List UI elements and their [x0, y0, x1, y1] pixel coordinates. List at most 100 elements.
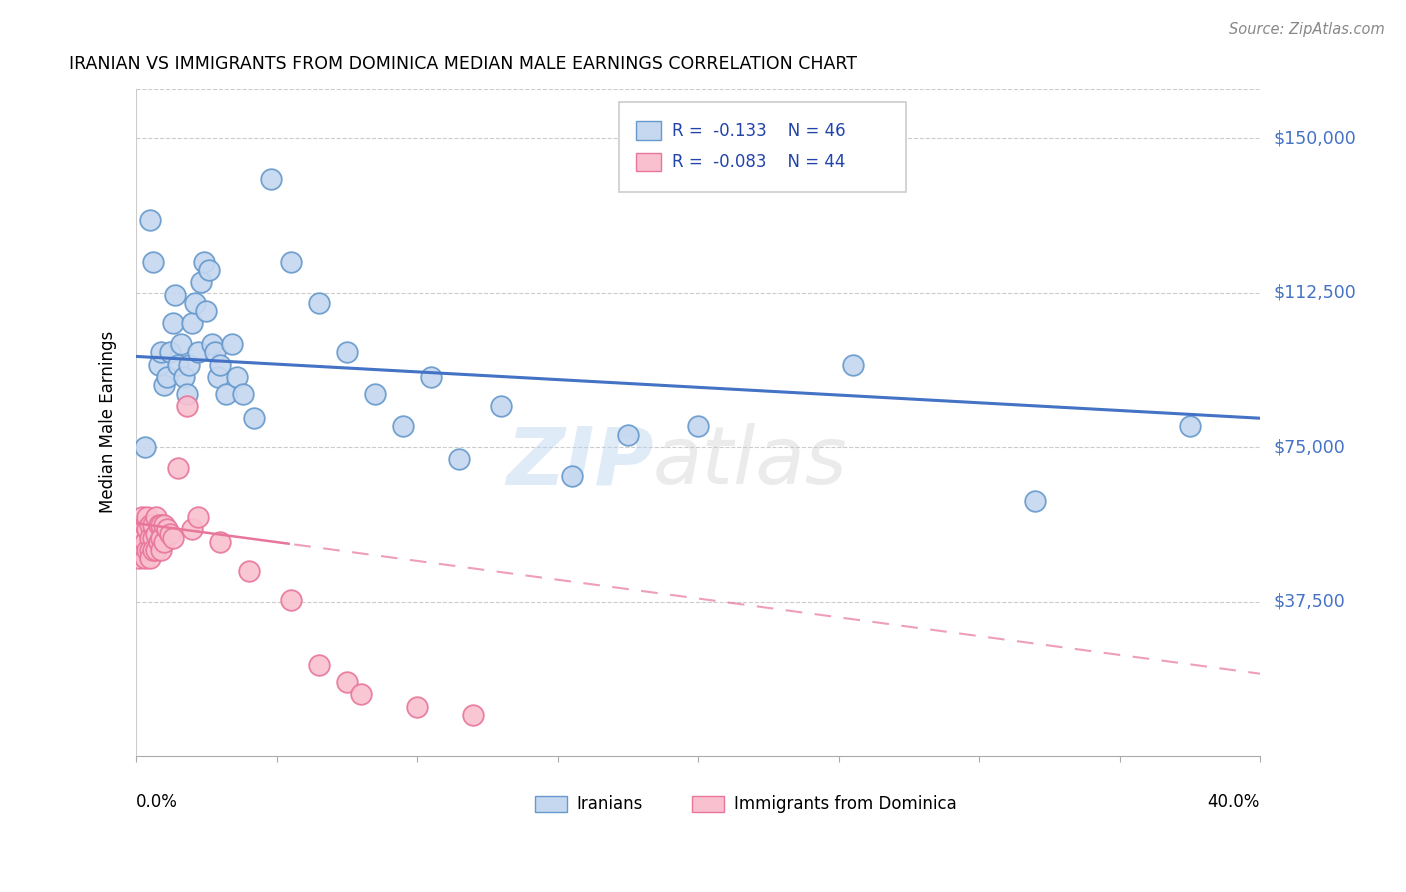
Point	[165, 287, 187, 301]
Point	[686, 419, 709, 434]
Point	[145, 543, 167, 558]
Point	[134, 534, 156, 549]
Point	[463, 707, 485, 722]
Point	[167, 358, 190, 372]
FancyBboxPatch shape	[620, 102, 905, 192]
Point	[134, 518, 156, 533]
Point	[128, 551, 150, 566]
Point	[145, 510, 167, 524]
Point	[136, 543, 159, 558]
Point	[187, 345, 209, 359]
Point	[392, 419, 415, 434]
Point	[150, 543, 173, 558]
Point	[308, 658, 330, 673]
Point	[336, 675, 359, 690]
Point	[156, 370, 179, 384]
Text: $150,000: $150,000	[1274, 129, 1357, 147]
Point	[128, 523, 150, 537]
Point	[193, 254, 215, 268]
Point	[153, 518, 176, 533]
Point	[561, 469, 583, 483]
Point	[201, 337, 224, 351]
Point	[226, 370, 249, 384]
Point	[207, 370, 229, 384]
Text: atlas: atlas	[654, 424, 848, 501]
Point	[1024, 493, 1046, 508]
Point	[139, 213, 162, 227]
Point	[1178, 419, 1201, 434]
Point	[209, 534, 232, 549]
Point	[336, 345, 359, 359]
Point	[148, 534, 170, 549]
Text: Source: ZipAtlas.com: Source: ZipAtlas.com	[1229, 22, 1385, 37]
Point	[232, 386, 254, 401]
Text: R =  -0.083    N = 44: R = -0.083 N = 44	[672, 153, 845, 171]
Bar	[637, 121, 661, 140]
Point	[280, 592, 302, 607]
Point	[176, 399, 198, 413]
Point	[260, 172, 283, 186]
Point	[142, 543, 165, 558]
Text: R =  -0.133    N = 46: R = -0.133 N = 46	[672, 121, 846, 140]
Point	[617, 427, 640, 442]
Point	[139, 518, 162, 533]
Point	[170, 337, 193, 351]
Point	[187, 510, 209, 524]
Point	[150, 345, 173, 359]
Text: IRANIAN VS IMMIGRANTS FROM DOMINICA MEDIAN MALE EARNINGS CORRELATION CHART: IRANIAN VS IMMIGRANTS FROM DOMINICA MEDI…	[69, 55, 856, 73]
Bar	[637, 153, 661, 171]
Point	[128, 534, 150, 549]
Point	[215, 386, 238, 401]
Bar	[536, 797, 567, 813]
Point	[198, 263, 221, 277]
Text: ZIP: ZIP	[506, 424, 654, 501]
Point	[280, 254, 302, 268]
Point	[159, 345, 181, 359]
Point	[221, 337, 243, 351]
Point	[136, 523, 159, 537]
Text: Iranians: Iranians	[576, 795, 643, 814]
Text: 0.0%: 0.0%	[136, 793, 179, 811]
Point	[136, 510, 159, 524]
Point	[841, 358, 863, 372]
Point	[167, 460, 190, 475]
Text: 40.0%: 40.0%	[1208, 793, 1260, 811]
Y-axis label: Median Male Earnings: Median Male Earnings	[100, 331, 117, 514]
Point	[145, 526, 167, 541]
Point	[176, 386, 198, 401]
Text: $112,500: $112,500	[1274, 284, 1357, 301]
Point	[156, 523, 179, 537]
Point	[204, 345, 226, 359]
Point	[181, 317, 204, 331]
Point	[491, 399, 513, 413]
Point	[190, 275, 212, 289]
Point	[148, 358, 170, 372]
Text: $37,500: $37,500	[1274, 592, 1346, 611]
Point	[148, 518, 170, 533]
Point	[150, 518, 173, 533]
Point	[449, 452, 471, 467]
Point	[238, 564, 260, 578]
Point	[179, 358, 201, 372]
Point	[142, 518, 165, 533]
Point	[162, 317, 184, 331]
Point	[308, 296, 330, 310]
Point	[153, 378, 176, 392]
Text: $75,000: $75,000	[1274, 438, 1346, 456]
Point	[209, 358, 232, 372]
Point	[131, 526, 153, 541]
Point	[243, 411, 266, 425]
Point	[195, 304, 218, 318]
Point	[173, 370, 195, 384]
Point	[142, 531, 165, 545]
Point	[162, 531, 184, 545]
Point	[139, 543, 162, 558]
Point	[131, 543, 153, 558]
Point	[350, 687, 373, 701]
Point	[150, 531, 173, 545]
Point	[131, 510, 153, 524]
Point	[159, 526, 181, 541]
Point	[153, 534, 176, 549]
Point	[420, 370, 443, 384]
Point	[134, 440, 156, 454]
